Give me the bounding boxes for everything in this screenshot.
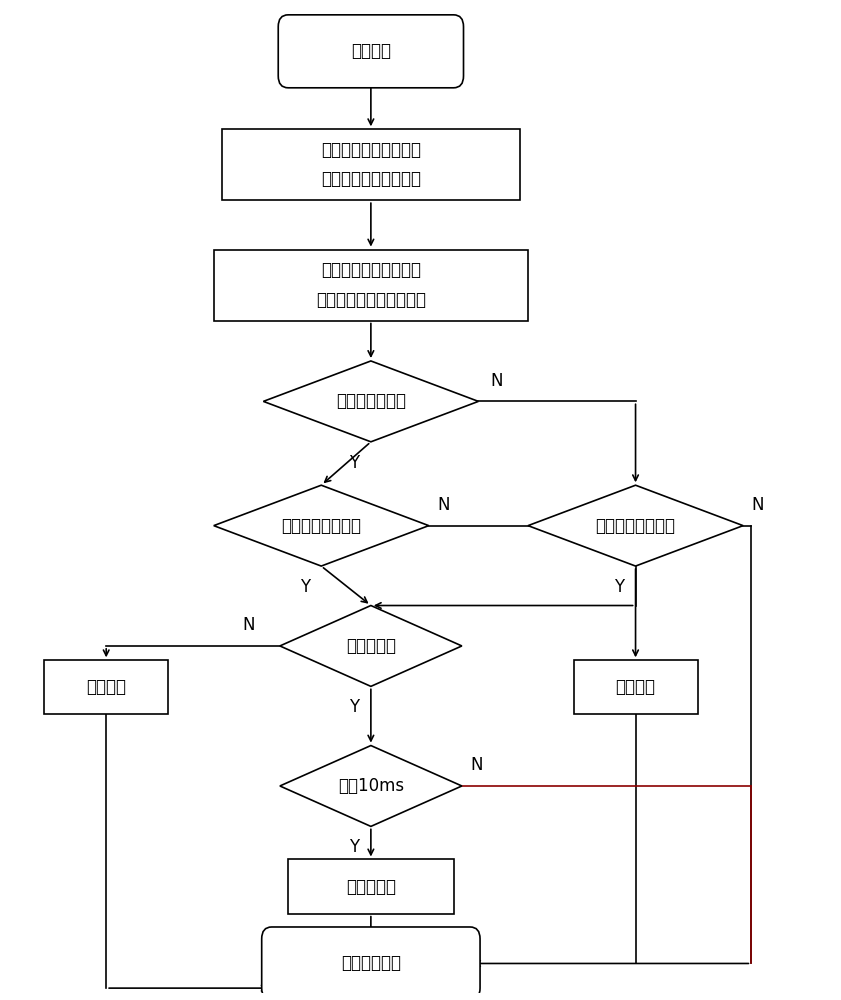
Polygon shape <box>280 746 462 826</box>
Text: Y: Y <box>349 454 359 472</box>
Text: N: N <box>491 372 503 390</box>
Text: Y: Y <box>614 578 624 596</box>
Bar <box>45 660 168 714</box>
Text: 满足双侧电源判据: 满足双侧电源判据 <box>281 517 362 535</box>
Text: 系统为双侧供电: 系统为双侧供电 <box>336 392 406 410</box>
Text: Y: Y <box>299 578 309 596</box>
Text: 采集本间隔电流、电压
获得本间隔电流状态量: 采集本间隔电流、电压 获得本间隔电流状态量 <box>321 141 420 188</box>
Text: Y: Y <box>349 698 359 716</box>
Text: Y: Y <box>349 838 359 856</box>
Polygon shape <box>528 485 743 566</box>
Polygon shape <box>280 606 462 686</box>
Text: N: N <box>470 756 483 774</box>
FancyBboxPatch shape <box>262 927 480 1000</box>
Text: 清除延时: 清除延时 <box>616 678 655 696</box>
Polygon shape <box>214 485 429 566</box>
Text: 延时10ms: 延时10ms <box>338 777 404 795</box>
Text: 保护运行: 保护运行 <box>351 42 391 60</box>
Bar <box>574 660 697 714</box>
Bar <box>222 129 520 200</box>
Text: 本次判断结束: 本次判断结束 <box>341 954 401 972</box>
Text: N: N <box>242 616 255 634</box>
Text: 发送本间隔电流状态量
接收其他间隔电流状态量: 发送本间隔电流状态量 接收其他间隔电流状态量 <box>316 261 426 309</box>
Bar <box>214 250 528 321</box>
Text: 满足单侧电源判据: 满足单侧电源判据 <box>595 517 675 535</box>
Text: 延时已启动: 延时已启动 <box>346 637 396 655</box>
FancyBboxPatch shape <box>278 15 463 88</box>
Bar <box>288 859 453 914</box>
Text: N: N <box>437 496 450 514</box>
Polygon shape <box>263 361 479 442</box>
Text: N: N <box>751 496 764 514</box>
Text: 本间隔动作: 本间隔动作 <box>346 878 396 896</box>
Text: 启动延时: 启动延时 <box>86 678 126 696</box>
